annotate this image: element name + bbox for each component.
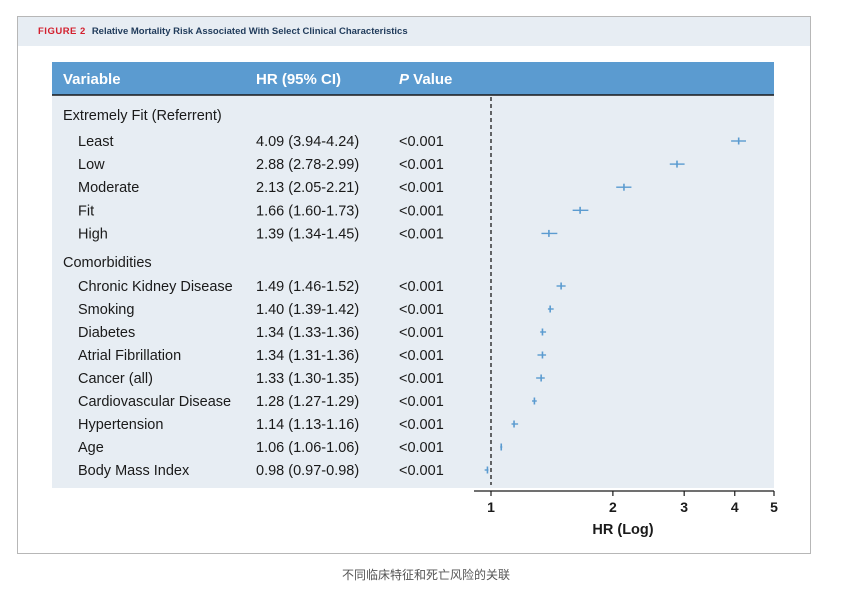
- figure-label: FIGURE 2: [38, 26, 86, 37]
- row-p-value: <0.001: [399, 417, 444, 433]
- row-variable: Fit: [78, 203, 94, 219]
- row-variable: Cancer (all): [78, 371, 153, 387]
- figure-header: FIGURE 2 Relative Mortality Risk Associa…: [18, 17, 810, 46]
- x-axis-title: HR (Log): [592, 522, 653, 538]
- x-tick-label: 3: [680, 499, 688, 515]
- column-header-variable: Variable: [63, 71, 121, 88]
- row-p-value: <0.001: [399, 180, 444, 196]
- group-heading: Comorbidities: [63, 255, 152, 271]
- row-p-value: <0.001: [399, 279, 444, 295]
- row-p-value: <0.001: [399, 203, 444, 219]
- row-variable: Body Mass Index: [78, 463, 190, 479]
- row-variable: Low: [78, 157, 105, 173]
- row-p-value: <0.001: [399, 134, 444, 150]
- row-hr-ci: 1.66 (1.60-1.73): [256, 203, 359, 219]
- column-header-p-value: P Value: [399, 71, 452, 88]
- row-hr-ci: 4.09 (3.94-4.24): [256, 134, 359, 150]
- x-tick-label: 5: [770, 499, 778, 515]
- row-variable: High: [78, 226, 108, 242]
- row-p-value: <0.001: [399, 157, 444, 173]
- row-hr-ci: 1.14 (1.13-1.16): [256, 417, 359, 433]
- row-hr-ci: 2.88 (2.78-2.99): [256, 157, 359, 173]
- row-p-value: <0.001: [399, 325, 444, 341]
- row-hr-ci: 1.06 (1.06-1.06): [256, 440, 359, 456]
- table-background: [52, 62, 774, 488]
- row-variable: Diabetes: [78, 325, 135, 341]
- row-hr-ci: 1.39 (1.34-1.45): [256, 226, 359, 242]
- row-variable: Hypertension: [78, 417, 163, 433]
- row-variable: Least: [78, 134, 113, 150]
- row-p-value: <0.001: [399, 226, 444, 242]
- row-p-value: <0.001: [399, 440, 444, 456]
- row-hr-ci: 1.40 (1.39-1.42): [256, 302, 359, 318]
- row-p-value: <0.001: [399, 394, 444, 410]
- x-tick-label: 1: [487, 499, 495, 515]
- group-heading: Extremely Fit (Referrent): [63, 108, 222, 124]
- x-tick-label: 4: [731, 499, 739, 515]
- figure-title: Relative Mortality Risk Associated With …: [91, 26, 408, 37]
- x-tick-label: 2: [609, 499, 617, 515]
- row-variable: Smoking: [78, 302, 134, 318]
- row-p-value: <0.001: [399, 302, 444, 318]
- row-hr-ci: 1.34 (1.33-1.36): [256, 325, 359, 341]
- row-variable: Chronic Kidney Disease: [78, 279, 233, 295]
- row-hr-ci: 2.13 (2.05-2.21): [256, 180, 359, 196]
- row-hr-ci: 1.28 (1.27-1.29): [256, 394, 359, 410]
- row-hr-ci: 1.33 (1.30-1.35): [256, 371, 359, 387]
- row-variable: Age: [78, 440, 104, 456]
- column-header-hr: HR (95% CI): [256, 71, 341, 88]
- figure-caption: 不同临床特征和死亡风险的关联: [341, 568, 510, 582]
- row-p-value: <0.001: [399, 463, 444, 479]
- row-hr-ci: 1.49 (1.46-1.52): [256, 279, 359, 295]
- row-hr-ci: 1.34 (1.31-1.36): [256, 348, 359, 364]
- row-p-value: <0.001: [399, 371, 444, 387]
- row-variable: Moderate: [78, 180, 139, 196]
- row-variable: Cardiovascular Disease: [78, 394, 231, 410]
- row-hr-ci: 0.98 (0.97-0.98): [256, 463, 359, 479]
- table-header-band: [52, 62, 774, 95]
- row-variable: Atrial Fibrillation: [78, 348, 181, 364]
- row-p-value: <0.001: [399, 348, 444, 364]
